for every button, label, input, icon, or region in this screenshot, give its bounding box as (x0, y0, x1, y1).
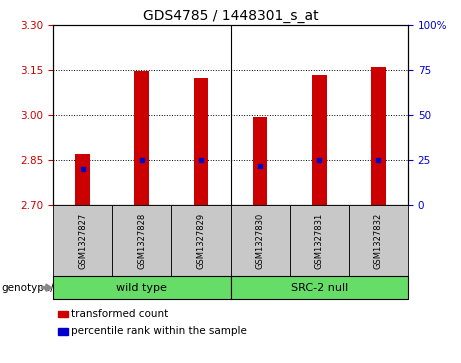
Text: GSM1327829: GSM1327829 (196, 212, 206, 269)
Text: percentile rank within the sample: percentile rank within the sample (71, 326, 248, 337)
Text: genotype/variation: genotype/variation (1, 283, 100, 293)
Bar (371, 67, 386, 205)
Text: GSM1327827: GSM1327827 (78, 212, 87, 269)
Bar (253, 117, 267, 205)
Text: GSM1327828: GSM1327828 (137, 212, 146, 269)
Bar (75, 154, 90, 205)
Text: GSM1327832: GSM1327832 (374, 212, 383, 269)
Text: transformed count: transformed count (71, 309, 169, 319)
Text: wild type: wild type (116, 283, 167, 293)
Text: SRC-2 null: SRC-2 null (290, 283, 348, 293)
Bar (194, 78, 208, 205)
Text: GSM1327831: GSM1327831 (315, 212, 324, 269)
Bar (134, 71, 149, 205)
Bar (312, 75, 327, 205)
Text: GDS4785 / 1448301_s_at: GDS4785 / 1448301_s_at (143, 9, 318, 23)
Text: GSM1327830: GSM1327830 (255, 212, 265, 269)
